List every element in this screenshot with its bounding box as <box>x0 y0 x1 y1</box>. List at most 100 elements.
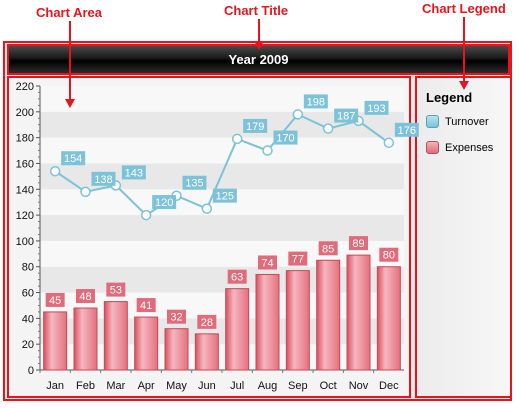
x-tick-label: Mar <box>106 380 125 392</box>
grid-band <box>40 215 404 241</box>
turnover-data-label: 170 <box>273 130 298 145</box>
grid-band <box>40 344 404 370</box>
chart-title-arrow <box>254 19 264 50</box>
turnover-data-label-bg <box>61 151 86 166</box>
expenses-data-label-bg <box>288 251 308 266</box>
expenses-data-label-text: 53 <box>110 285 122 297</box>
annotation-arrow-head <box>65 99 75 108</box>
turnover-data-label-text: 125 <box>216 191 234 203</box>
grid-band <box>40 137 404 164</box>
chart-legend-arrow <box>459 17 469 90</box>
y-tick-label: 180 <box>16 133 34 145</box>
y-tick-label: 0 <box>28 365 34 377</box>
chart-title-annotation: Chart Title <box>224 3 289 18</box>
expenses-data-label: 80 <box>379 247 399 262</box>
legend-item-turnover[interactable]: Turnover <box>426 115 489 128</box>
turnover-point <box>201 203 213 214</box>
expenses-data-label-bg <box>197 314 217 329</box>
grid-band <box>40 266 404 293</box>
y-tick-label: 80 <box>22 262 34 274</box>
expenses-bar <box>346 254 371 371</box>
turnover-data-label-bg <box>243 118 268 133</box>
annotation-arrow-head <box>459 81 469 90</box>
turnover-data-label: 154 <box>61 151 86 166</box>
turnover-data-label-bg <box>182 175 207 190</box>
expenses-data-label: 28 <box>197 314 217 329</box>
expenses-data-label-bg <box>106 282 126 297</box>
expenses-bar <box>285 270 310 371</box>
grid-band <box>40 292 404 319</box>
turnover-data-label: 143 <box>121 165 146 180</box>
x-tick-label: May <box>166 380 187 392</box>
turnover-data-label-bg <box>121 165 146 180</box>
turnover-data-label-text: 135 <box>185 178 203 190</box>
expenses-data-label-bg <box>227 269 247 284</box>
legend-item-label: Turnover <box>445 115 489 128</box>
expenses-data-label-bg <box>318 241 338 256</box>
turnover-point <box>262 145 273 156</box>
expenses-data-label: 45 <box>45 292 65 307</box>
expenses-data-label-text: 80 <box>383 250 395 262</box>
expenses-data-label-bg <box>379 247 399 262</box>
expenses-bar <box>43 311 68 371</box>
turnover-data-label-bg <box>273 130 298 145</box>
expenses-data-label-text: 48 <box>79 291 91 303</box>
x-tick-label: Jun <box>198 380 216 392</box>
turnover-data-label-bg <box>364 100 389 115</box>
expenses-data-label-bg <box>136 298 156 313</box>
expenses-data-label-text: 41 <box>140 300 152 312</box>
turnover-data-label-text: 170 <box>276 133 294 145</box>
legend-item-expenses[interactable]: Expenses <box>426 141 493 154</box>
grid-band <box>40 86 404 112</box>
turnover-data-label-text: 154 <box>64 153 82 165</box>
turnover-data-label: 135 <box>182 175 207 190</box>
turnover-point <box>140 209 152 221</box>
expenses-data-label-text: 89 <box>352 238 364 250</box>
legend-title: Legend <box>426 90 473 105</box>
chart-area-arrow <box>65 21 75 108</box>
turnover-data-label-text: 193 <box>367 103 385 115</box>
turnover-data-label: 138 <box>91 171 116 186</box>
x-tick-label: Apr <box>138 380 155 392</box>
turnover-data-label-text: 187 <box>337 111 355 123</box>
expenses-data-label-text: 63 <box>231 272 243 284</box>
chart-title: Year 2009 <box>228 52 289 67</box>
y-tick-label: 220 <box>16 81 34 93</box>
turnover-data-label: 187 <box>334 108 359 123</box>
expenses-bar <box>194 333 219 371</box>
expenses-data-label-bg <box>45 292 65 307</box>
y-tick-label: 140 <box>16 184 34 196</box>
expenses-bar <box>73 307 98 371</box>
x-tick-label: Aug <box>258 380 278 392</box>
turnover-point <box>383 137 395 149</box>
expenses-bar <box>316 259 341 371</box>
expenses-data-label: 53 <box>106 282 126 297</box>
expenses-data-label-bg <box>349 236 368 251</box>
expenses-data-label-text: 32 <box>170 312 182 324</box>
expenses-data-label: 63 <box>227 269 247 284</box>
expenses-data-label-bg <box>258 255 277 270</box>
y-tick-label: 120 <box>16 210 34 222</box>
y-tick-label: 60 <box>22 288 34 300</box>
turnover-data-label: 193 <box>364 100 389 115</box>
turnover-data-label-bg <box>212 188 237 203</box>
turnover-data-label-text: 138 <box>94 174 112 186</box>
expenses-data-label: 77 <box>288 251 308 266</box>
expenses-bar <box>376 266 401 371</box>
chart-area-annotation: Chart Area <box>36 5 102 20</box>
x-tick-label: Jan <box>46 380 64 392</box>
expenses-data-label: 89 <box>349 236 368 251</box>
expenses-bar <box>103 301 128 371</box>
turnover-data-label-bg <box>91 171 116 186</box>
y-tick-label: 20 <box>22 339 34 351</box>
turnover-point <box>231 133 243 145</box>
expenses-data-label: 85 <box>318 241 338 256</box>
y-tick-label: 160 <box>16 158 34 170</box>
turnover-data-label: 179 <box>243 118 268 133</box>
turnover-data-label-bg <box>152 195 177 210</box>
x-tick-label: Jul <box>230 380 244 392</box>
expenses-bar <box>164 328 189 371</box>
chart-legend-annotation: Chart Legend <box>422 1 506 16</box>
expenses-data-label: 32 <box>167 309 186 324</box>
expenses-bar <box>134 316 159 371</box>
